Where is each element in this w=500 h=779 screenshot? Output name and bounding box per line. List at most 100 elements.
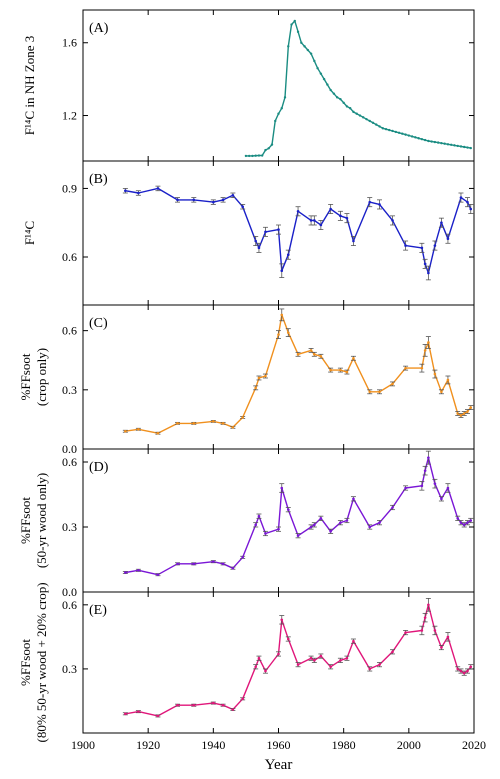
x-tick-label: 1920 — [136, 738, 160, 752]
data-point — [176, 198, 179, 202]
y-tick-label: 0.6 — [62, 250, 77, 264]
data-point — [446, 635, 450, 639]
data-point — [137, 569, 140, 572]
y-axis-label-line: (80% 50-yr wood + 20% crop) — [34, 582, 49, 742]
data-point — [176, 562, 179, 566]
data-point — [427, 603, 430, 607]
data-point — [296, 534, 300, 537]
data-point — [423, 616, 427, 619]
data-point — [433, 629, 437, 632]
data-point — [309, 349, 313, 352]
panel-label: (C) — [89, 316, 108, 331]
data-point — [459, 414, 463, 417]
panel-label: (B) — [89, 172, 108, 187]
data-point — [456, 144, 459, 148]
data-point — [375, 123, 378, 126]
data-point — [212, 560, 215, 563]
data-point — [241, 205, 244, 209]
data-point — [463, 145, 466, 149]
data-point — [466, 521, 469, 524]
data-point — [309, 219, 313, 222]
y-axis-label: F¹⁴C — [22, 221, 37, 245]
data-point — [257, 154, 261, 157]
data-point — [280, 313, 284, 317]
data-point — [329, 368, 332, 372]
data-point — [469, 207, 473, 211]
data-point — [423, 469, 427, 472]
data-point — [286, 508, 290, 511]
data-point — [286, 637, 290, 641]
data-point — [469, 519, 473, 522]
data-point — [462, 412, 466, 415]
data-point — [355, 112, 358, 115]
data-point — [313, 353, 316, 356]
data-point — [365, 117, 368, 121]
data-point — [420, 137, 424, 141]
data-point — [319, 223, 323, 227]
data-point — [342, 101, 345, 104]
data-point — [446, 378, 450, 382]
data-point — [391, 650, 394, 654]
data-point — [280, 107, 283, 110]
panel-c: (C) 0.0 0.3 0.6 %FFsoot (crop only) — [18, 304, 475, 456]
y-tick-label: 0.3 — [62, 662, 77, 676]
data-point — [332, 92, 336, 95]
data-point — [264, 374, 267, 378]
plot-frame — [82, 304, 475, 450]
data-point — [277, 112, 280, 115]
data-point — [277, 652, 280, 656]
data-point — [257, 246, 261, 250]
data-point — [313, 659, 316, 662]
data-point — [309, 525, 313, 529]
data-point — [453, 144, 456, 147]
data-point — [241, 556, 244, 559]
data-point — [280, 269, 284, 273]
data-point — [329, 530, 332, 533]
data-point — [436, 141, 440, 144]
data-point — [456, 667, 460, 671]
data-point — [427, 139, 430, 143]
data-point — [254, 239, 257, 243]
data-point — [404, 133, 407, 136]
data-point — [352, 497, 355, 501]
data-point — [156, 431, 160, 435]
data-point — [420, 484, 424, 488]
data-point — [368, 200, 372, 204]
data-point — [449, 143, 453, 147]
x-tick-label: 2000 — [397, 738, 421, 752]
x-tick-label: 1980 — [332, 738, 356, 752]
data-point — [329, 207, 332, 211]
panel-a: (A) 1.2 1.6 F¹⁴C in NH Zone 3 — [22, 9, 475, 162]
data-point — [446, 237, 450, 241]
data-point — [469, 146, 472, 150]
y-tick-label: 0.0 — [62, 442, 77, 456]
data-point — [267, 147, 270, 150]
panel-b: (B) 0.6 0.9 F¹⁴C — [22, 160, 475, 306]
y-axis-label: F¹⁴C in NH Zone 3 — [22, 36, 37, 135]
data-point — [221, 198, 225, 202]
x-tick-label: 1940 — [201, 738, 225, 752]
data-point — [446, 486, 450, 490]
data-point — [339, 97, 342, 101]
data-point — [247, 154, 251, 158]
data-point — [339, 659, 342, 662]
data-point — [306, 48, 310, 52]
data-point — [378, 203, 381, 206]
data-point — [417, 137, 420, 140]
data-point — [427, 271, 430, 275]
data-point — [176, 703, 179, 707]
data-point — [404, 244, 407, 247]
data-point — [156, 187, 160, 190]
data-point — [296, 353, 300, 356]
data-point — [381, 127, 384, 130]
data-point — [339, 521, 342, 524]
data-point — [221, 703, 225, 707]
data-point — [433, 244, 437, 247]
data-point — [221, 422, 225, 425]
data-point — [378, 663, 381, 666]
data-point — [462, 523, 466, 527]
data-point — [388, 128, 391, 132]
data-point — [410, 135, 414, 138]
data-point — [358, 114, 362, 117]
data-point — [137, 191, 140, 195]
